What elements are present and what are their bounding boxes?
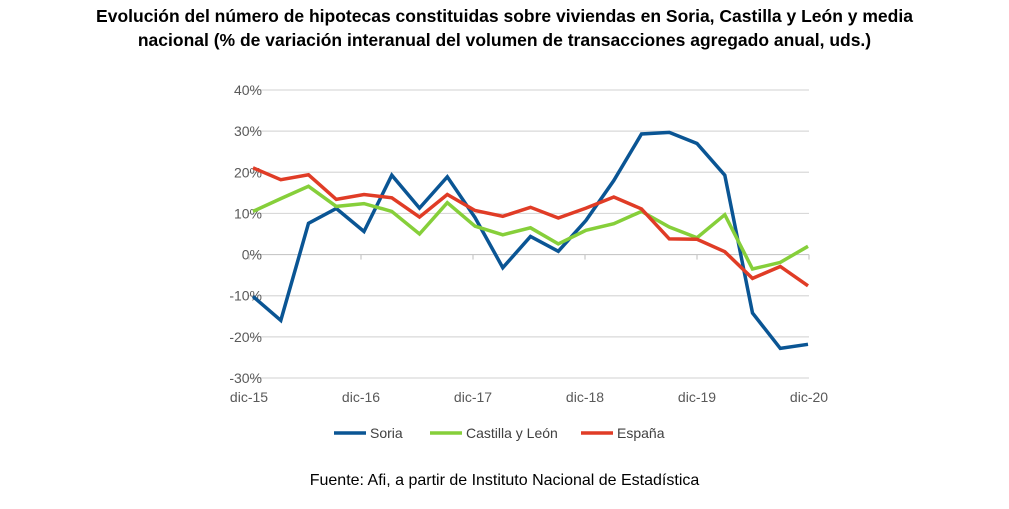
legend-label: España <box>617 425 665 441</box>
legend-label: Castilla y León <box>466 425 558 441</box>
x-tick-label: dic-15 <box>230 389 268 405</box>
x-tick-label: dic-19 <box>678 389 716 405</box>
source-note: Fuente: Afi, a partir de Instituto Nacio… <box>309 472 700 489</box>
chart-title-line-2: nacional (% de variación interanual del … <box>137 30 872 50</box>
y-tick-label: -20% <box>229 329 262 345</box>
legend-label: Soria <box>370 425 403 441</box>
y-tick-label: -30% <box>229 370 262 386</box>
series-line-soria <box>251 130 809 351</box>
y-tick-label: -10% <box>229 288 262 304</box>
x-tick-label: dic-18 <box>566 389 604 405</box>
y-tick-label: 30% <box>234 123 262 139</box>
chart-title-line-1: Evolución del número de hipotecas consti… <box>96 6 913 26</box>
x-tick-label: dic-16 <box>342 389 380 405</box>
chart-title: Evolución del número de hipotecas consti… <box>0 4 1009 52</box>
y-tick-label: 20% <box>234 164 262 180</box>
y-tick-label: 0% <box>242 247 262 263</box>
x-tick-label: dic-17 <box>454 389 492 405</box>
x-tick-label: dic-20 <box>790 389 828 405</box>
y-tick-label: 40% <box>234 82 262 98</box>
